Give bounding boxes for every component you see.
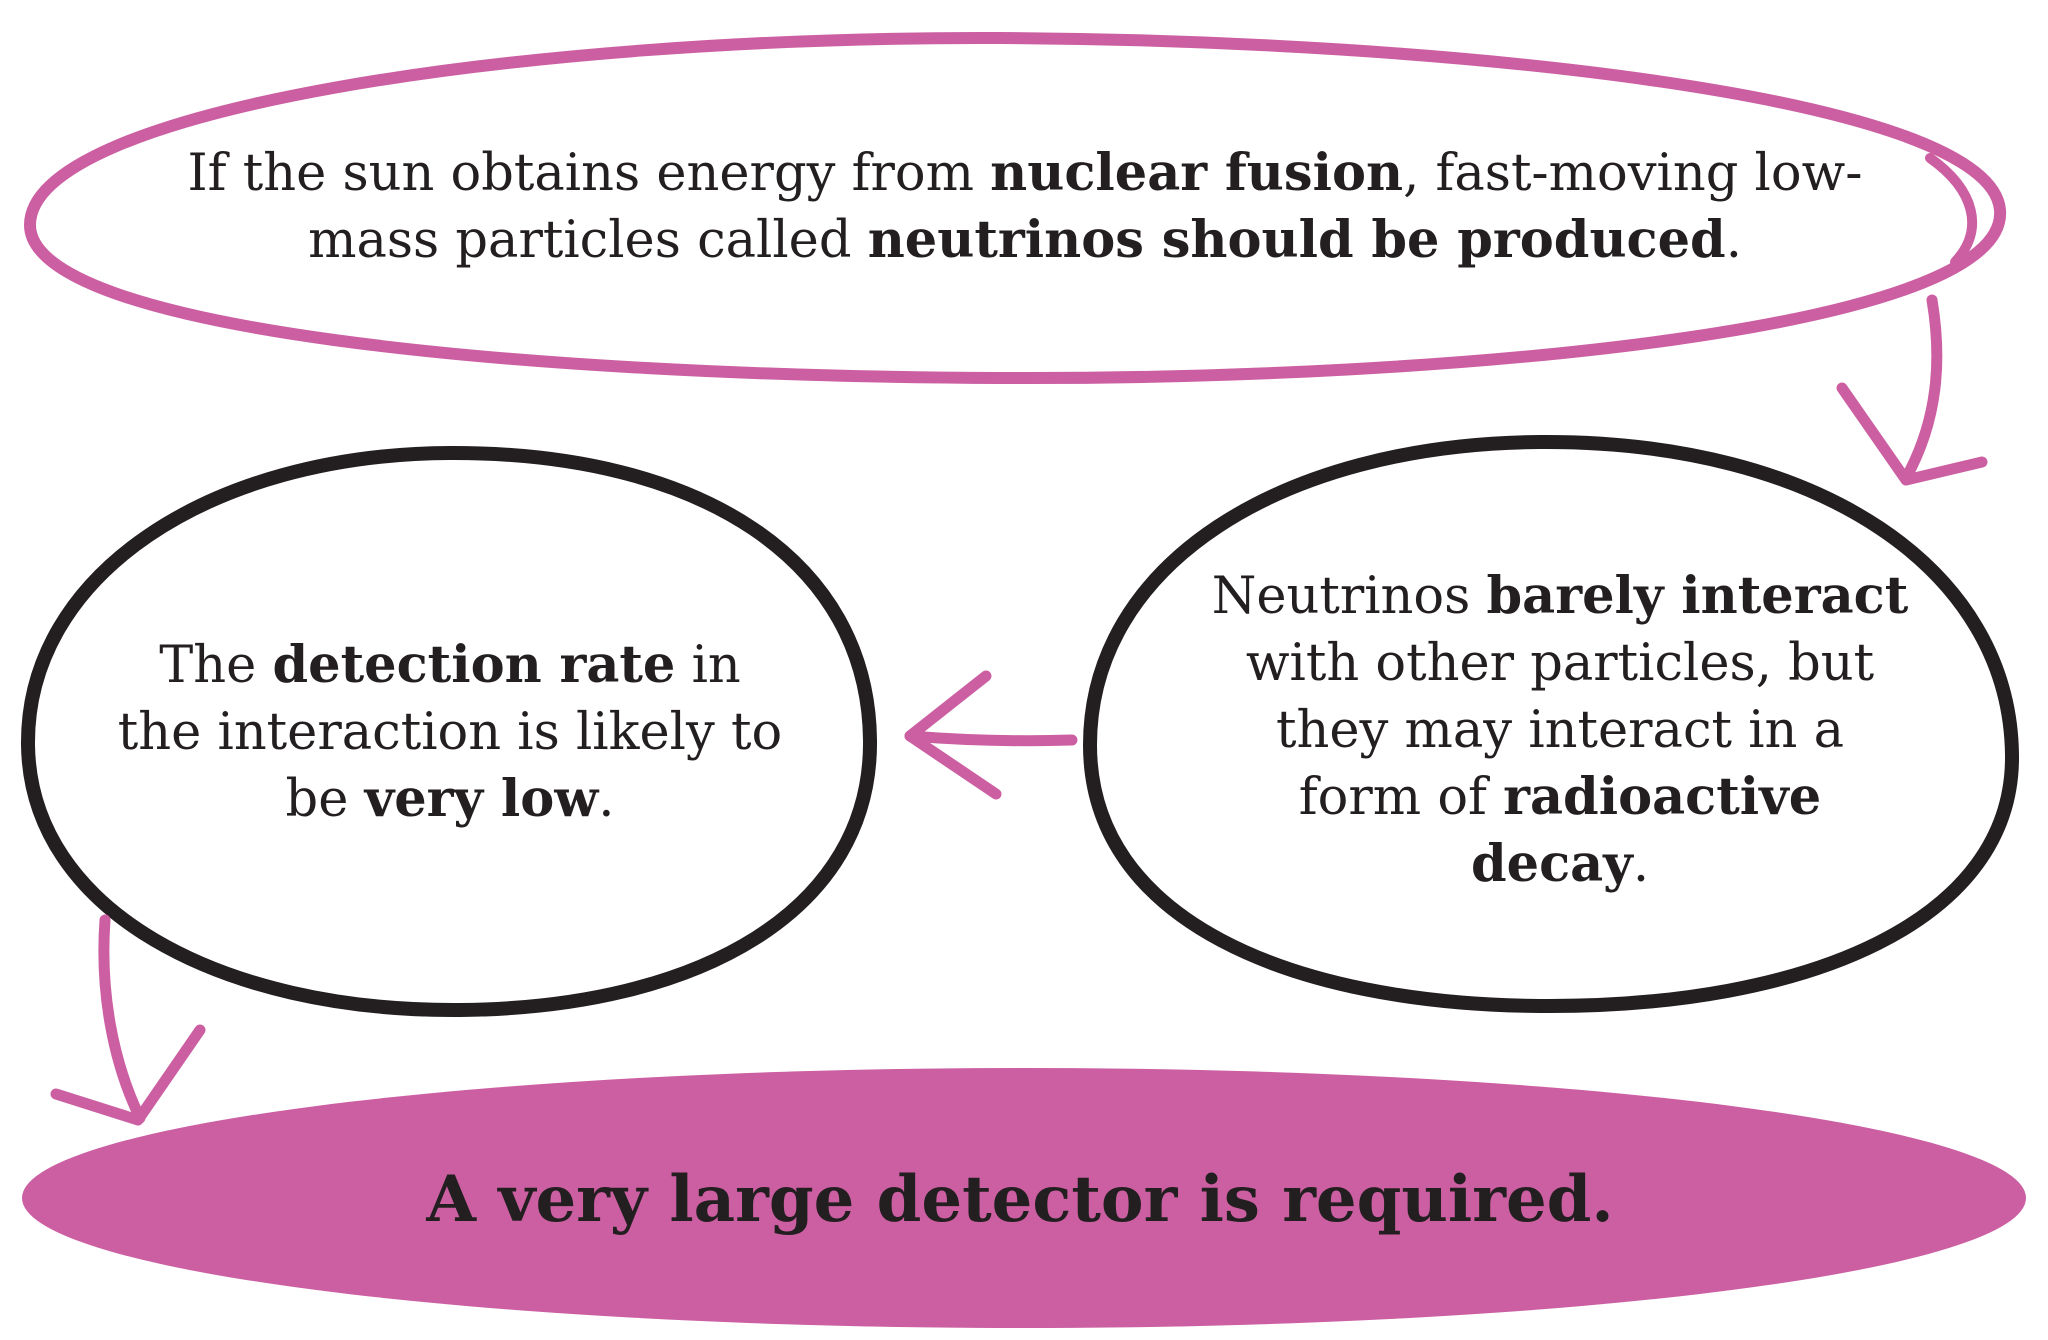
emphasis-text: barely interact <box>1486 566 1909 626</box>
right-node-text: Neutrinos barely interact with other par… <box>1210 563 1910 898</box>
body-text: , fast-moving low-mass particles called <box>308 144 1863 270</box>
bottom-node-text: A very large detector is required. <box>426 1162 1614 1237</box>
emphasis-text: detection rate <box>272 635 676 695</box>
body-text: Neutrinos <box>1211 567 1487 626</box>
arrow-right-to-left-head <box>904 670 1002 800</box>
body-text: with other particles, but they may inter… <box>1245 634 1875 827</box>
emphasis-text: very low <box>364 769 599 829</box>
body-text: . <box>1725 211 1742 270</box>
arrow-left-to-bottom-shaft <box>98 914 146 1124</box>
bottom-ellipse <box>22 1068 2026 1328</box>
top-ellipse-overlap <box>1925 153 1978 267</box>
body-text: in the interaction is likely to be <box>117 636 783 829</box>
body-text: The <box>159 636 273 695</box>
arrow-top-to-right-shaft <box>1900 294 1943 484</box>
arrow-right-to-left-shaft <box>904 730 1078 747</box>
left-ellipse <box>20 445 878 1018</box>
arrow-top-to-right-head <box>1836 382 1988 486</box>
body-text: . <box>1632 835 1650 894</box>
emphasis-text: radioactive decay <box>1470 767 1822 894</box>
emphasis-text: neutrinos should be produced <box>867 210 1726 270</box>
top-node-text: If the sun obtains energy from nuclear f… <box>180 140 1870 274</box>
arrow-left-to-bottom-head <box>50 1024 206 1126</box>
body-text: If the sun obtains energy from <box>187 144 991 203</box>
emphasis-text: nuclear fusion <box>990 143 1404 203</box>
body-text: . <box>598 770 615 829</box>
top-ellipse <box>24 31 2007 385</box>
left-node-text: The detection rate in the interaction is… <box>110 632 790 833</box>
right-ellipse <box>1083 434 2020 1014</box>
